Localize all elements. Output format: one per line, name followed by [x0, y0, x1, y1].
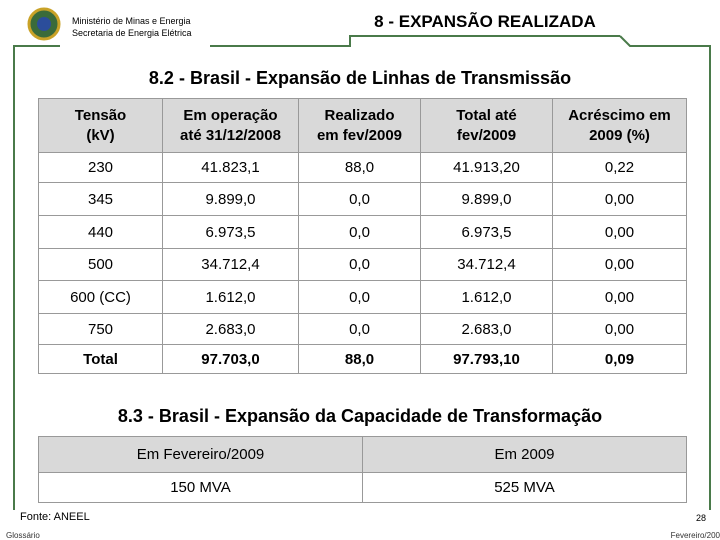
header-row: Em Fevereiro/2009 Em 2009 — [38, 436, 687, 473]
table-cell: 9.899,0 — [420, 182, 553, 216]
table-cell: 0,0 — [298, 248, 421, 281]
table-cell: 9.899,0 — [162, 182, 299, 216]
table-row: Total 97.703,0 88,0 97.793,10 0,09 — [38, 344, 687, 374]
header-text: Em operação — [183, 106, 278, 124]
table-cell: 0,22 — [552, 152, 687, 183]
table-cell: 0,00 — [552, 215, 687, 249]
header-text: (kV) — [86, 126, 115, 144]
table-row: 230 41.823,1 88,0 41.913,20 0,22 — [38, 152, 687, 183]
header-row: Tensão (kV) Em operação até 31/12/2008 Reali… — [38, 98, 687, 153]
transmission-table: Tensão (kV) Em operação até 31/12/2008 Reali… — [38, 98, 687, 374]
table-cell: 440 — [38, 215, 163, 249]
header-cell: Total até fev/2009 — [420, 98, 553, 153]
date: Fevereiro/200 — [670, 531, 720, 540]
header-cell: Acréscimo em 2009 (%) — [552, 98, 687, 153]
table-row: 345 9.899,0 0,0 9.899,0 0,00 — [38, 182, 687, 216]
table-cell: 0,0 — [298, 182, 421, 216]
table-cell: 230 — [38, 152, 163, 183]
table-cell: 6.973,5 — [420, 215, 553, 249]
glossary-link[interactable]: Glossário — [6, 531, 40, 540]
table-cell: 750 — [38, 313, 163, 345]
table-cell: 97.793,10 — [420, 344, 553, 374]
header-text: em fev/2009 — [316, 126, 403, 144]
table-cell: 88,0 — [298, 152, 421, 183]
table-body: 150 MVA 525 MVA — [38, 472, 687, 503]
table-cell: 525 MVA — [362, 472, 687, 503]
table-cell: 1.612,0 — [162, 280, 299, 314]
table-row: 150 MVA 525 MVA — [38, 472, 687, 503]
header-text: fev/2009 — [456, 126, 517, 144]
header-text: Tensão — [74, 106, 127, 124]
table-row: 600 (CC) 1.612,0 0,0 1.612,0 0,00 — [38, 280, 687, 314]
table-row: 750 2.683,0 0,0 2.683,0 0,00 — [38, 313, 687, 345]
table-header: Tensão (kV) Em operação até 31/12/2008 Reali… — [38, 98, 687, 153]
table-cell: 0,00 — [552, 280, 687, 314]
section-title: 8.3 - Brasil - Expansão da Capacidade de… — [117, 406, 603, 426]
table-cell: 88,0 — [298, 344, 421, 374]
table-cell: 150 MVA — [38, 472, 363, 503]
transformation-table: Em Fevereiro/2009 Em 2009 150 MVA 525 MVA — [38, 436, 687, 503]
header-cell: Em 2009 — [362, 436, 687, 473]
table-cell: 0,00 — [552, 182, 687, 216]
table-cell: 0,09 — [552, 344, 687, 374]
section-title: 8.2 - Brasil - Expansão de Linhas de Tra… — [148, 68, 572, 88]
header-text: Acréscimo em — [568, 106, 671, 124]
table-cell: 0,0 — [298, 215, 421, 249]
table-cell: 345 — [38, 182, 163, 216]
table-row: 440 6.973,5 0,0 6.973,5 0,00 — [38, 215, 687, 249]
table-cell: 2.683,0 — [420, 313, 553, 345]
table-cell: 34.712,4 — [162, 248, 299, 281]
table-cell: 6.973,5 — [162, 215, 299, 249]
header-text: 2009 (%) — [589, 126, 650, 144]
header-cell: Em Fevereiro/2009 — [38, 436, 363, 473]
table-cell: 41.913,20 — [420, 152, 553, 183]
table-cell: 41.823,1 — [162, 152, 299, 183]
header-cell: Realizado em fev/2009 — [298, 98, 421, 153]
table-cell: 0,00 — [552, 248, 687, 281]
table-cell: 500 — [38, 248, 163, 281]
header-cell: Em operação até 31/12/2008 — [162, 98, 299, 153]
source: Fonte: ANEEL — [20, 511, 90, 523]
secretariat: Secretaria de Energia Elétrica — [72, 28, 192, 38]
table-cell: 0,00 — [552, 313, 687, 345]
table-cell: 1.612,0 — [420, 280, 553, 314]
ministry: Ministério de Minas e Energia — [72, 16, 191, 26]
header-cell: Tensão (kV) — [38, 98, 163, 153]
page-number: 28 — [695, 513, 706, 523]
table-cell: Total — [38, 344, 163, 374]
table-cell: 34.712,4 — [420, 248, 553, 281]
table-cell: 0,0 — [298, 313, 421, 345]
header-text: Realizado — [324, 106, 395, 124]
table-cell: 0,0 — [298, 280, 421, 314]
table-cell: 97.703,0 — [162, 344, 299, 374]
header-text: Total até — [456, 106, 517, 124]
table-body: 230 41.823,1 88,0 41.913,20 0,22 345 9.899,0 0,… — [38, 152, 687, 374]
slide-title: 8 - EXPANSÃO REALIZADA — [374, 12, 596, 31]
table-row: 500 34.712,4 0,0 34.712,4 0,00 — [38, 248, 687, 281]
header-text: até 31/12/2008 — [180, 126, 281, 144]
table-cell: 2.683,0 — [162, 313, 299, 345]
table-header: Em Fevereiro/2009 Em 2009 — [38, 436, 687, 473]
table-cell: 600 (CC) — [38, 280, 163, 314]
